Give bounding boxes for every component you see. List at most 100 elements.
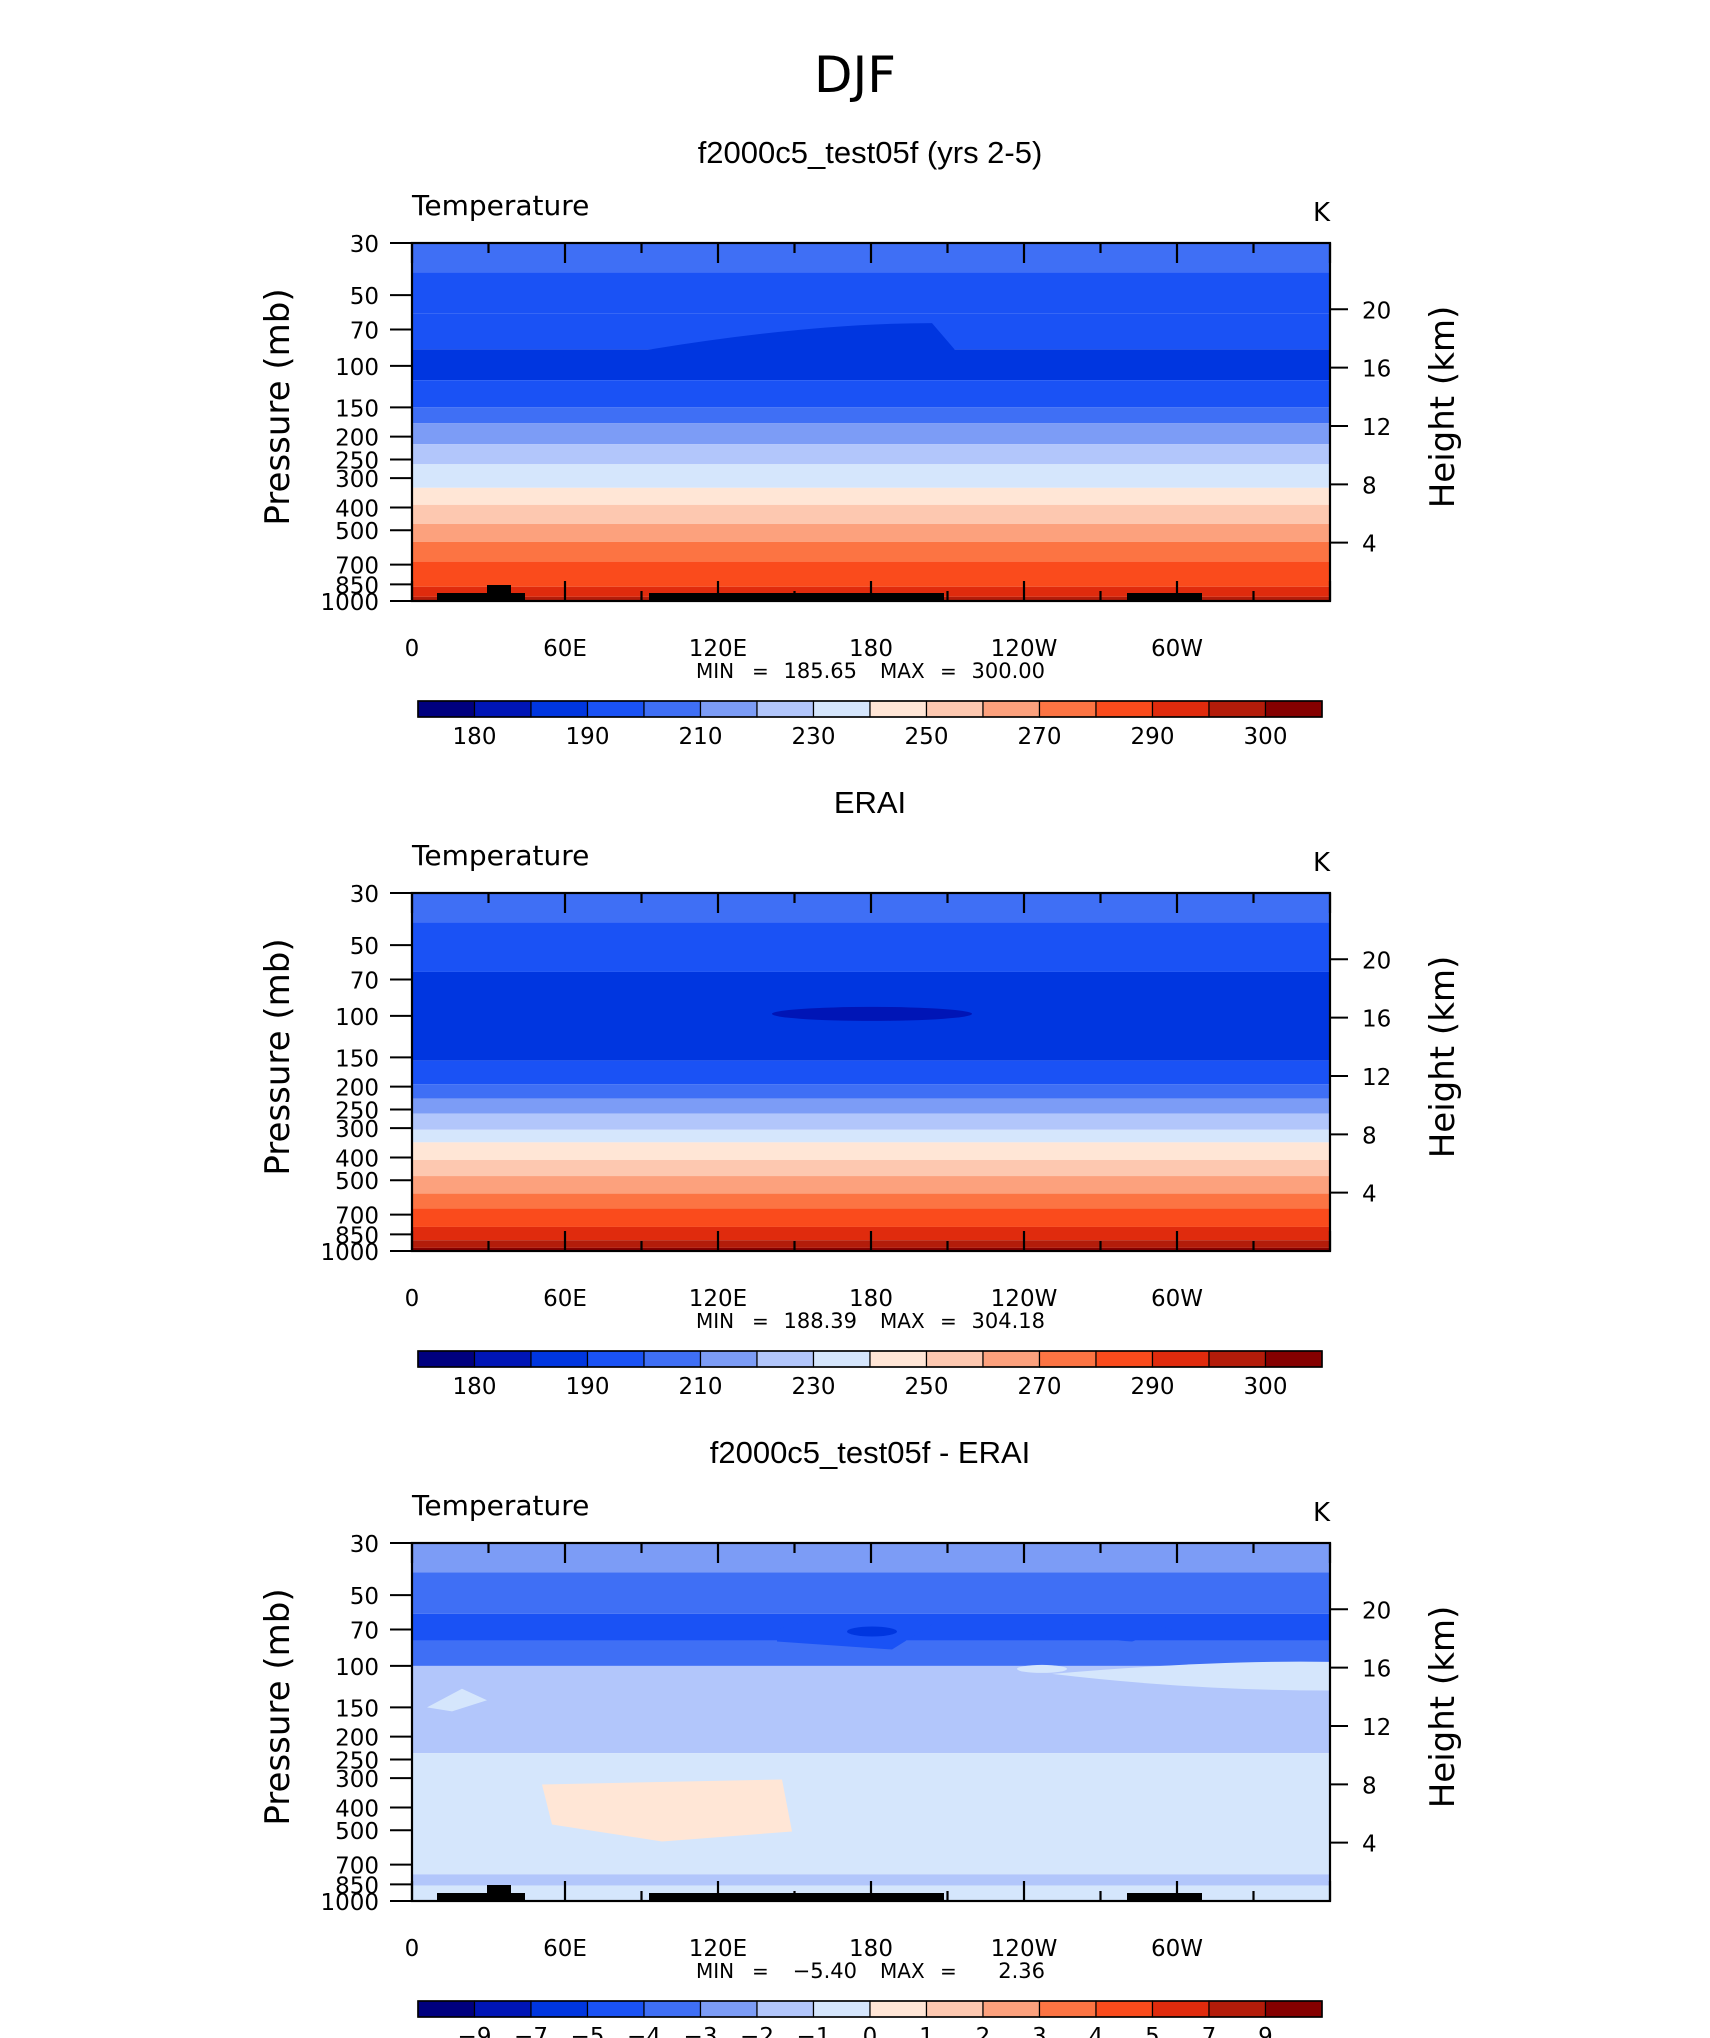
contour-feature xyxy=(427,1688,487,1712)
y2-tick-label: 8 xyxy=(1362,1773,1377,1799)
y2-tick-label: 8 xyxy=(1362,1123,1377,1149)
colorbar-swatch xyxy=(1038,700,1097,718)
x-tick-label: 120W xyxy=(991,636,1058,662)
contour-band xyxy=(412,1208,1330,1227)
contour-feature xyxy=(1032,1620,1172,1642)
y-tick-label: 300 xyxy=(335,1117,379,1143)
y-tick-label: 400 xyxy=(335,1146,379,1172)
colorbar-frame xyxy=(417,700,1323,718)
colorbar-swatch xyxy=(1151,1350,1210,1368)
panel-title: f2000c5_test05f (yrs 2-5) xyxy=(698,135,1043,170)
variable-label: Temperature xyxy=(411,189,589,222)
contour-feature xyxy=(1107,357,1197,370)
colorbar-swatch xyxy=(643,2000,702,2018)
colorbar-swatch xyxy=(586,700,645,718)
contour-band xyxy=(412,1129,1330,1143)
contour-feature xyxy=(1017,1664,1067,1673)
topography xyxy=(1127,593,1202,601)
colorbar-swatch xyxy=(1208,2000,1267,2018)
colorbar-swatch xyxy=(417,2000,476,2018)
y-axis-title: Pressure (mb) xyxy=(258,1588,298,1825)
y-tick-label: 500 xyxy=(335,1819,379,1845)
y-tick-label: 1000 xyxy=(320,1890,379,1916)
colorbar-swatch xyxy=(1208,700,1267,718)
contour-band xyxy=(412,407,1330,424)
y-tick-label: 50 xyxy=(350,284,379,310)
colorbar-swatch xyxy=(417,700,476,718)
y-tick-label: 250 xyxy=(335,1098,379,1124)
y-tick-label: 1000 xyxy=(320,1240,379,1266)
y-tick-label: 50 xyxy=(350,1584,379,1610)
contour-band xyxy=(412,444,1330,465)
colorbar-swatch xyxy=(643,700,702,718)
colorbar-swatch xyxy=(812,700,871,718)
y-tick-label: 500 xyxy=(335,1169,379,1195)
y-tick-label: 200 xyxy=(335,1726,379,1752)
y-tick-label: 700 xyxy=(335,1204,379,1230)
y-tick-label: 30 xyxy=(350,882,379,908)
y2-axis-title: Height (km) xyxy=(1423,956,1463,1159)
colorbar-frame xyxy=(417,1350,1323,1368)
colorbar-label: 0 xyxy=(863,2024,878,2038)
contour-band xyxy=(412,1176,1330,1194)
max-value: 2.36 xyxy=(998,1959,1045,1983)
contour-band xyxy=(412,272,1330,314)
contour-band xyxy=(412,1159,1330,1177)
colorbar-swatch xyxy=(982,2000,1041,2018)
colorbar-label: 300 xyxy=(1244,1374,1288,1400)
x-tick-label: 180 xyxy=(849,1286,893,1312)
colorbar-swatch xyxy=(586,1350,645,1368)
y-tick-label: 850 xyxy=(335,1223,379,1249)
units-label: K xyxy=(1313,1498,1331,1528)
colorbar-label: 190 xyxy=(566,724,610,750)
x-tick-label: 60W xyxy=(1151,1936,1203,1962)
topography xyxy=(649,593,944,601)
y-tick-label: 70 xyxy=(350,1619,379,1645)
x-tick-label: 0 xyxy=(405,636,420,662)
y2-tick-label: 8 xyxy=(1362,473,1377,499)
colorbar-swatch xyxy=(812,1350,871,1368)
contour-band xyxy=(412,541,1330,562)
y-tick-label: 150 xyxy=(335,396,379,422)
colorbar-label: −4 xyxy=(627,2024,661,2038)
x-tick-label: 0 xyxy=(405,1286,420,1312)
colorbar-swatch xyxy=(1264,700,1323,718)
y2-tick-label: 4 xyxy=(1362,1832,1377,1858)
y2-tick-label: 20 xyxy=(1362,948,1391,974)
y-axis-title: Pressure (mb) xyxy=(258,288,298,525)
colorbar-swatch xyxy=(530,1350,589,1368)
contour-feature xyxy=(772,1006,972,1021)
max-label: MAX xyxy=(880,1959,925,1983)
topography xyxy=(649,1893,944,1901)
panel-2: ERAI Temperature K 0 60E 120E 180 120W 60W 30 50 70… xyxy=(258,785,1463,1400)
x-tick-label: 60E xyxy=(543,1936,587,1962)
colorbar-swatch xyxy=(1208,1350,1267,1368)
y-tick-label: 850 xyxy=(335,1873,379,1899)
colorbar-label: −5 xyxy=(571,2024,605,2038)
min-value: 188.39 xyxy=(784,1309,857,1333)
colorbar-swatch xyxy=(699,700,758,718)
contour-feature xyxy=(427,323,967,373)
x-tick-label: 180 xyxy=(849,636,893,662)
x-tick-label: 0 xyxy=(405,1936,420,1962)
y-tick-label: 300 xyxy=(335,1767,379,1793)
colorbar-label: 250 xyxy=(905,724,949,750)
variable-label: Temperature xyxy=(411,1489,589,1522)
max-value: 304.18 xyxy=(972,1309,1045,1333)
colorbar-swatch xyxy=(1038,1350,1097,1368)
y-tick-label: 300 xyxy=(335,467,379,493)
y2-axis-title: Height (km) xyxy=(1423,306,1463,509)
topography xyxy=(487,585,511,601)
y-tick-label: 400 xyxy=(335,496,379,522)
min-value: −5.40 xyxy=(793,1959,857,1983)
colorbar-swatch xyxy=(982,700,1041,718)
y-tick-label: 100 xyxy=(335,1655,379,1681)
colorbar-swatch xyxy=(1038,2000,1097,2018)
x-tick-label: 60W xyxy=(1151,1286,1203,1312)
y2-axis-title: Height (km) xyxy=(1423,1606,1463,1809)
y2-tick-label: 16 xyxy=(1362,1007,1391,1033)
colorbar-swatch xyxy=(982,1350,1041,1368)
topography xyxy=(487,1885,511,1901)
variable-label: Temperature xyxy=(411,839,589,872)
colorbar-label: 180 xyxy=(453,724,497,750)
